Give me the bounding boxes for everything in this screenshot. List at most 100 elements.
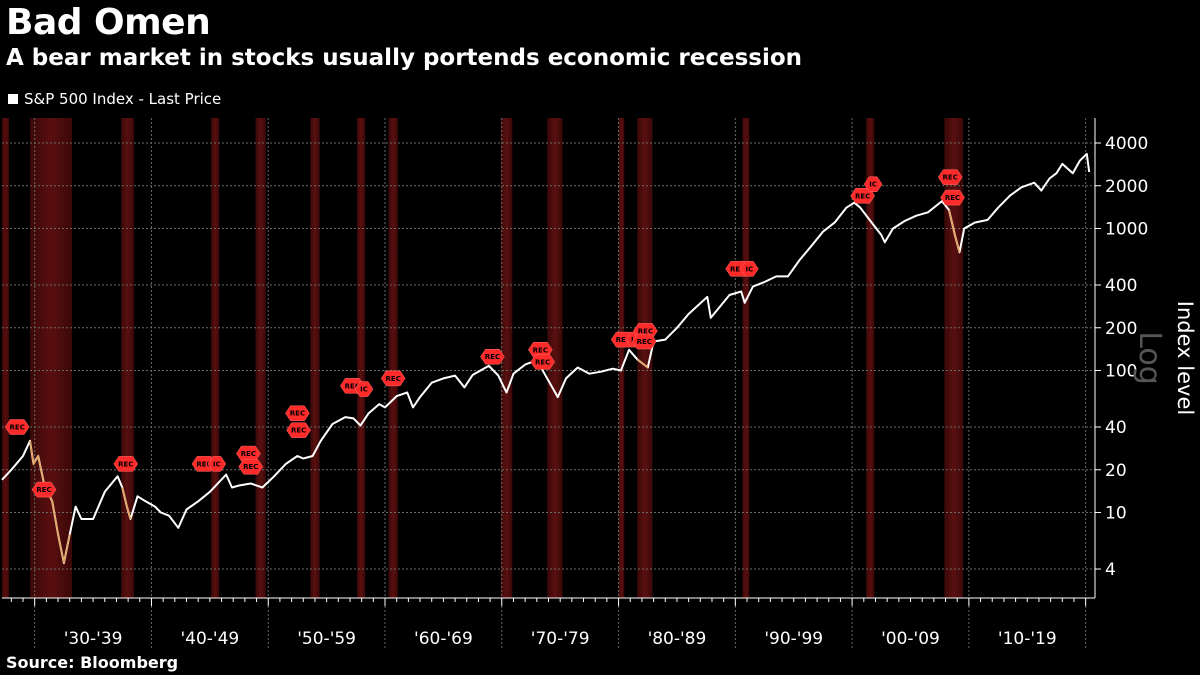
x-tick-label: '30-'39 xyxy=(64,629,123,649)
rec-marker-shape xyxy=(631,333,657,350)
log-scale-watermark: Log xyxy=(1132,331,1167,385)
x-tick-label: '60-'69 xyxy=(414,629,473,649)
recession-band xyxy=(2,118,10,598)
rec-marker-label: REC xyxy=(535,358,550,366)
rec-marker-shape xyxy=(207,456,227,472)
recession-band xyxy=(30,118,73,598)
rec-marker-label: REC xyxy=(533,346,548,354)
bear-market-segment xyxy=(948,209,961,253)
x-tick-label: '40-'49 xyxy=(180,629,239,649)
recession-band xyxy=(944,118,964,598)
recession-band xyxy=(211,118,220,598)
recession-band xyxy=(388,118,398,598)
rec-marker: REC xyxy=(191,456,217,472)
y-tick-label: 400 xyxy=(1105,276,1137,296)
rec-marker-label: REC xyxy=(945,194,960,202)
rec-marker-label: REC xyxy=(638,327,653,335)
recession-band xyxy=(255,118,266,598)
rec-marker: REC xyxy=(286,422,311,438)
rec-marker-shape xyxy=(937,169,963,185)
y-axis-label: Index level xyxy=(1173,301,1197,415)
x-tick-label: '10-'19 xyxy=(998,629,1057,649)
rec-marker-label: REC xyxy=(118,460,133,468)
rec-marker-label: IC xyxy=(213,460,221,468)
rec-marker: REC xyxy=(31,481,57,498)
rec-marker: REC xyxy=(238,458,264,475)
rec-marker-label: REC xyxy=(291,427,306,435)
rec-marker-shape xyxy=(4,419,30,435)
bear-market-segment xyxy=(121,487,132,520)
rec-marker-shape xyxy=(113,456,139,472)
y-tick-label: 4 xyxy=(1105,560,1116,580)
y-tick-label: 40 xyxy=(1105,418,1127,438)
rec-marker-label: REC xyxy=(345,382,360,390)
recession-band xyxy=(356,118,366,598)
rec-marker-shape xyxy=(863,176,883,192)
rec-marker-label: REC xyxy=(730,265,745,273)
axes xyxy=(2,118,1101,650)
rec-marker: IC xyxy=(207,456,227,472)
bear-market-segment xyxy=(636,358,649,369)
recession-band xyxy=(121,118,134,598)
recession-band xyxy=(310,118,320,598)
recession-band xyxy=(866,118,875,598)
y-tick-label: 100 xyxy=(1105,362,1137,382)
recession-band xyxy=(637,118,653,598)
rec-marker-shape xyxy=(238,458,264,475)
source-note: Source: Bloomberg xyxy=(6,653,179,672)
rec-marker-label: REC xyxy=(241,450,256,458)
legend-label: S&P 500 Index - Last Price xyxy=(24,90,222,108)
rec-marker-shape xyxy=(740,261,759,277)
rec-marker-label: REC xyxy=(10,424,25,432)
rec-marker-label: REC xyxy=(196,460,211,468)
rec-marker: REC xyxy=(4,419,30,435)
rec-marker-shape xyxy=(530,354,555,370)
rec-marker-label: IC xyxy=(745,265,753,273)
chart-subtitle: A bear market in stocks usually portends… xyxy=(6,45,803,71)
rec-marker-shape xyxy=(31,481,57,498)
rec-marker-shape xyxy=(191,456,217,472)
rec-marker-label: REC xyxy=(386,375,401,383)
rec-marker: REC xyxy=(530,354,555,370)
recession-band xyxy=(547,118,563,598)
recession-band xyxy=(618,118,625,598)
x-tick-label: '00-'09 xyxy=(881,629,940,649)
rec-marker-label: REC xyxy=(36,486,51,494)
grid-lines xyxy=(2,118,1095,598)
rec-marker-shape xyxy=(380,370,406,387)
y-tick-label: 10 xyxy=(1105,504,1127,524)
rec-marker-shape xyxy=(940,189,965,206)
x-tick-label: '90-'99 xyxy=(764,629,823,649)
rec-marker-label: REC xyxy=(243,463,258,471)
rec-marker-shape xyxy=(286,422,311,438)
x-tick-label: '80-'89 xyxy=(648,629,707,649)
rec-marker: REC xyxy=(940,189,965,206)
rec-marker-label: REC xyxy=(290,410,305,418)
rec-marker-label: REC xyxy=(485,353,500,361)
rec-marker-shape xyxy=(354,381,374,397)
y-tick-label: 200 xyxy=(1105,319,1137,339)
x-tick-label: '50-'59 xyxy=(297,629,356,649)
rec-marker-label: IC xyxy=(360,386,368,394)
legend: S&P 500 Index - Last Price xyxy=(8,90,221,108)
rec-marker: IC xyxy=(863,176,883,192)
rec-marker-label: REC xyxy=(943,174,958,182)
recession-band xyxy=(742,118,750,598)
rec-marker: REC xyxy=(113,456,139,472)
rec-marker: IC xyxy=(354,381,374,397)
axis-labels: 4 10 20 40 100 200 400 1000 2000 4000 '30-'39 '40-'… xyxy=(64,134,1197,649)
chart-title: Bad Omen xyxy=(6,2,211,43)
y-tick-label: 4000 xyxy=(1105,134,1148,154)
rec-marker: REC xyxy=(631,333,657,350)
rec-marker: REC xyxy=(937,169,963,185)
rec-marker: IC xyxy=(740,261,759,277)
rec-marker-label: REC xyxy=(637,338,652,346)
rec-marker-label: IC xyxy=(869,181,877,189)
x-tick-label: '70-'79 xyxy=(531,629,590,649)
rec-marker: REC xyxy=(380,370,406,387)
rec-marker: REC xyxy=(285,405,310,421)
rec-marker: REC xyxy=(236,445,261,462)
rec-marker-label: REC xyxy=(855,192,870,200)
